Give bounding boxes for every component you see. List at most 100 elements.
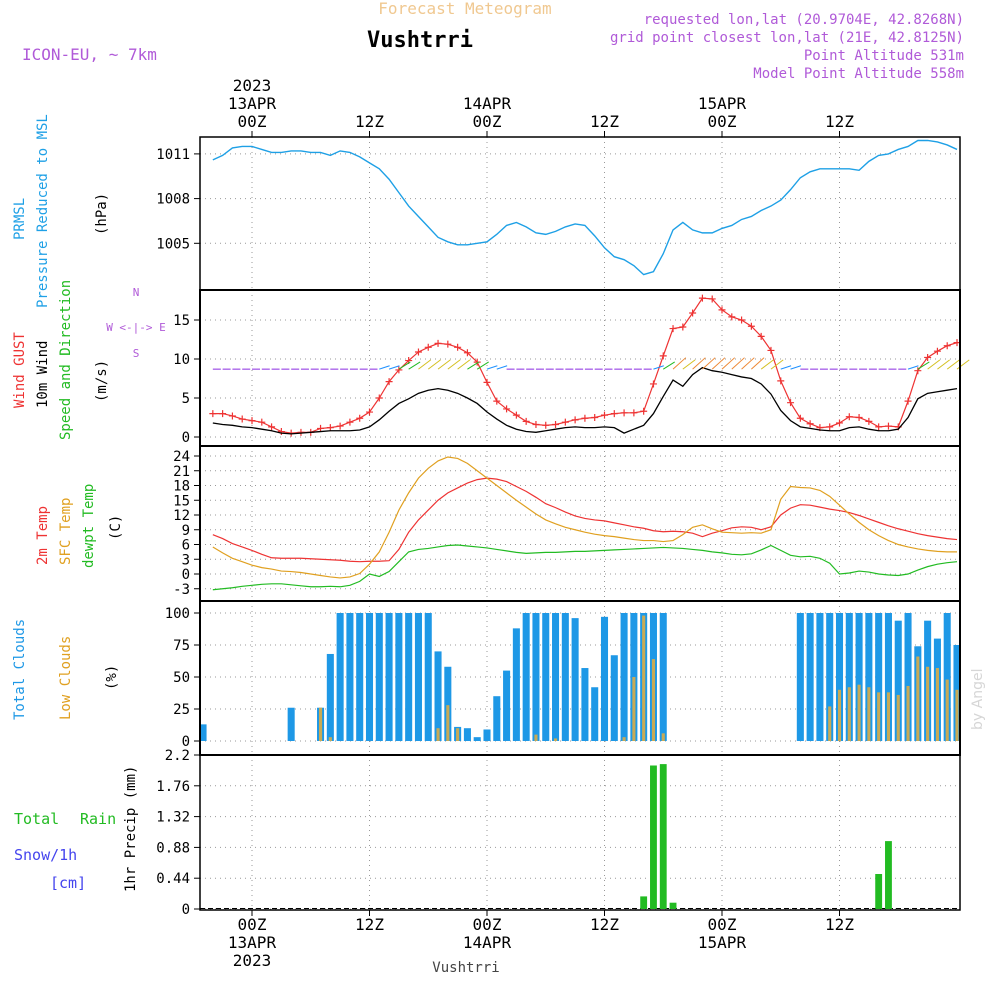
wind-direction-arrow [672,357,687,370]
wind-direction-arrow [937,359,950,370]
model-altitude: Model Point Altitude 558m [753,66,964,82]
gust-marker [845,413,853,421]
gust-marker [395,366,403,374]
total-cloud-bar [561,613,569,741]
gust-marker [601,411,608,419]
gust-marker [532,421,540,429]
precip-unit: 1hr Precip (mm) [123,766,139,892]
gust-marker [855,414,863,421]
temp-unit: (C) [108,515,124,540]
gust-marker [630,409,638,417]
wind-direction-arrow [496,365,508,370]
wind-direction-arrow [427,359,441,370]
temp2m-label: 2m Temp [35,506,51,565]
gust-marker [826,423,834,431]
time-label-bottom: 00Z [238,915,267,934]
total-cloud-bar [943,613,951,741]
low-cloud-bar [328,737,332,741]
temp-tick-label: 9 [182,523,190,539]
precip-tick-label: 0.44 [156,871,190,887]
wind-direction-arrow [956,359,970,370]
wind-tick-label: 5 [182,391,190,407]
gust-marker [649,380,657,388]
pressure-unit: (hPa) [94,193,110,235]
gust-marker [571,416,579,424]
low-cloud-bar [534,734,538,741]
gust-marker [708,295,716,303]
cloud-side-labels: Total Clouds Low Clouds (%) [12,619,120,720]
total-cloud-bar [855,613,863,741]
total-cloud-bar [346,613,354,741]
wind-direction-arrow [653,365,664,370]
total-cloud-bar [473,737,481,741]
model-label: ICON-EU, ~ 7km [22,45,157,64]
gust-marker [610,410,618,418]
low-cloud-bar [456,728,460,741]
gust-marker [434,339,442,347]
gust-marker [414,348,422,356]
requested-coords: requested lon,lat (20.9704E, 42.8268N) [644,12,964,28]
total-cloud-bar [405,613,413,741]
wind-tick-label: 0 [182,430,190,446]
wind-direction-arrow [780,365,792,370]
total-cloud-bar [375,613,383,741]
time-label-top: 00Z [238,112,267,131]
temp-tick-label: 18 [173,479,190,495]
temp-tick-label: 15 [173,493,190,509]
wind-direction-arrow [476,361,489,370]
low-cloud-bar [926,666,930,741]
wind-side-labels: Wind GUST 10m Wind Speed and Direction (… [12,280,166,440]
total-cloud-bar [826,613,834,741]
total-cloud-bar [610,655,618,741]
total-cloud-bar [581,668,589,741]
total-cloud-bar [200,724,207,741]
rain-bar [875,874,883,909]
total-cloud-bar [591,687,599,741]
time-label-bottom: 00Z [708,915,737,934]
gust-marker [258,418,266,426]
low-cloud-bar [553,738,558,741]
chart-subtitle: Forecast Meteogram [378,0,551,18]
total-cloud-bar [845,613,853,741]
panel-frame [199,754,961,911]
total-cloud-bar [865,613,873,741]
gust-marker [787,399,795,407]
total-cloud-bar [493,696,501,741]
cloud-tick-label: 0 [182,734,190,750]
low-cloud-bar [622,737,626,741]
gust-marker [209,410,217,418]
gust-marker [473,358,481,366]
pressure-line [212,139,958,276]
footer-location: Vushtrri [432,960,499,976]
temp-tick-label: 3 [182,552,190,568]
wind-direction-arrow [662,361,675,370]
time-label-bottom: 00Z [473,915,502,934]
total-cloud-bar [385,613,393,741]
gust-marker [836,419,843,427]
low-cloud-bar [651,659,656,741]
low-clouds-label: Low Clouds [58,636,74,720]
wind-direction-arrow [751,357,765,370]
gust-marker [317,424,325,432]
wind-direction-arrow [721,357,736,370]
gust-marker [385,378,393,386]
gust-marker [875,423,883,431]
gust-marker [747,322,755,330]
total-cloud-bar [904,613,912,741]
gust-marker [503,405,511,413]
total-cloud-bar [503,670,511,741]
total-label: Total [14,810,59,828]
temp-side-labels: 2m Temp SFC Temp dewpt Temp (C) [35,484,124,568]
wind-direction-arrow [682,359,696,370]
time-label-top: 12Z [825,112,854,131]
low-cloud-bar [867,687,871,741]
time-label-top: 15APR [698,94,747,113]
wind-tick-label: 10 [173,352,190,368]
wind-direction-arrow [711,357,726,370]
wind-direction-arrow [741,357,755,370]
wind-speed-line [212,366,958,435]
gust-marker [738,316,746,324]
gust-label: Wind GUST [12,332,28,408]
gust-marker [679,323,687,331]
time-label-bottom: 12Z [590,915,619,934]
